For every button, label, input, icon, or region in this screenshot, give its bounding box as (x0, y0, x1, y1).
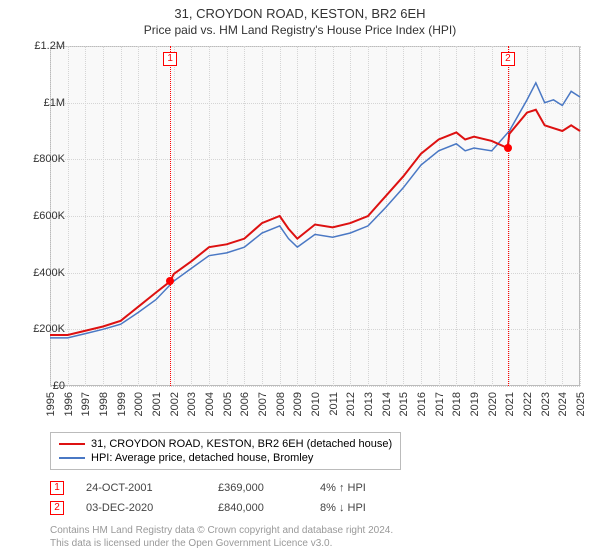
x-tick-label: 2005 (222, 392, 234, 416)
x-tick-label: 2004 (204, 392, 216, 416)
x-tick-label: 1998 (98, 392, 110, 416)
event-id-badge: 1 (50, 481, 64, 495)
x-tick-label: 2007 (257, 392, 269, 416)
x-tick-label: 2008 (275, 392, 287, 416)
legend-item: 31, CROYDON ROAD, KESTON, BR2 6EH (detac… (59, 437, 392, 451)
chart-title: 31, CROYDON ROAD, KESTON, BR2 6EH (0, 6, 600, 21)
chart-plot-area: 12 (50, 46, 580, 386)
x-tick-label: 2024 (557, 392, 569, 416)
line-series (50, 46, 580, 386)
x-tick-label: 1999 (116, 392, 128, 416)
x-tick-label: 2025 (575, 392, 587, 416)
x-tick-label: 2000 (133, 392, 145, 416)
x-tick-label: 2015 (398, 392, 410, 416)
event-id-badge: 2 (50, 501, 64, 515)
x-tick-label: 2010 (310, 392, 322, 416)
table-row: 2 03-DEC-2020 £840,000 8% ↓ HPI (50, 498, 420, 518)
legend-item: HPI: Average price, detached house, Brom… (59, 451, 392, 465)
legend: 31, CROYDON ROAD, KESTON, BR2 6EH (detac… (50, 432, 401, 470)
footer-line: This data is licensed under the Open Gov… (50, 537, 393, 550)
x-tick-label: 2022 (522, 392, 534, 416)
x-tick-label: 2014 (381, 392, 393, 416)
y-tick-label: £0 (20, 380, 65, 392)
x-tick-label: 2003 (186, 392, 198, 416)
transaction-date: 03-DEC-2020 (86, 502, 196, 514)
x-tick-label: 2019 (469, 392, 481, 416)
x-tick-label: 2001 (151, 392, 163, 416)
legend-swatch (59, 443, 85, 445)
x-tick-label: 2002 (169, 392, 181, 416)
event-dot (504, 144, 512, 152)
x-tick-label: 1997 (80, 392, 92, 416)
chart-container: 31, CROYDON ROAD, KESTON, BR2 6EH Price … (0, 0, 600, 560)
y-tick-label: £800K (20, 153, 65, 165)
y-tick-label: £1M (20, 97, 65, 109)
x-tick-label: 2006 (239, 392, 251, 416)
footer-attribution: Contains HM Land Registry data © Crown c… (50, 524, 393, 550)
event-dot (166, 277, 174, 285)
legend-swatch (59, 457, 85, 459)
x-tick-label: 2016 (416, 392, 428, 416)
transaction-price: £840,000 (218, 502, 298, 514)
x-tick-label: 2013 (363, 392, 375, 416)
event-marker-label: 2 (501, 52, 515, 66)
y-tick-label: £1.2M (20, 40, 65, 52)
chart-subtitle: Price paid vs. HM Land Registry's House … (0, 23, 600, 37)
x-tick-label: 2020 (487, 392, 499, 416)
series-line (50, 83, 580, 338)
title-block: 31, CROYDON ROAD, KESTON, BR2 6EH Price … (0, 0, 600, 39)
table-row: 1 24-OCT-2001 £369,000 4% ↑ HPI (50, 478, 420, 498)
x-tick-label: 2021 (504, 392, 516, 416)
event-marker-label: 1 (163, 52, 177, 66)
y-tick-label: £600K (20, 210, 65, 222)
y-tick-label: £400K (20, 267, 65, 279)
transaction-date: 24-OCT-2001 (86, 482, 196, 494)
x-tick-label: 2018 (451, 392, 463, 416)
transaction-diff: 8% ↓ HPI (320, 502, 420, 514)
x-tick-label: 2009 (292, 392, 304, 416)
y-tick-label: £200K (20, 323, 65, 335)
footer-line: Contains HM Land Registry data © Crown c… (50, 524, 393, 537)
transaction-diff: 4% ↑ HPI (320, 482, 420, 494)
x-tick-label: 2017 (434, 392, 446, 416)
x-tick-label: 2023 (540, 392, 552, 416)
legend-label: 31, CROYDON ROAD, KESTON, BR2 6EH (detac… (91, 438, 392, 450)
x-tick-label: 2012 (345, 392, 357, 416)
transactions-table: 1 24-OCT-2001 £369,000 4% ↑ HPI 2 03-DEC… (50, 478, 420, 518)
transaction-price: £369,000 (218, 482, 298, 494)
x-tick-label: 2011 (328, 392, 340, 416)
x-tick-label: 1995 (45, 392, 57, 416)
series-line (50, 110, 580, 335)
x-tick-label: 1996 (63, 392, 75, 416)
legend-label: HPI: Average price, detached house, Brom… (91, 452, 313, 464)
